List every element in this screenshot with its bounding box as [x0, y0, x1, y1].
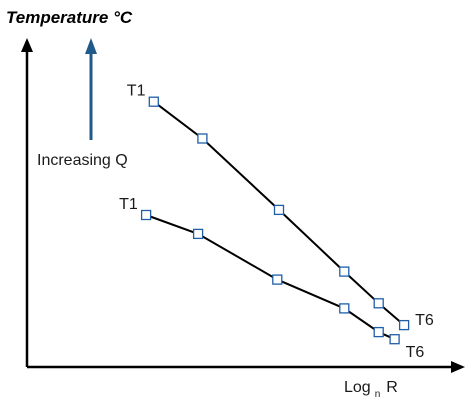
series-1: T1 T6: [127, 83, 434, 331]
series-2-end-label: T6: [406, 344, 425, 361]
series-2-point-4: [339, 303, 350, 314]
series-2-point-3: [272, 274, 283, 285]
axes: [21, 38, 465, 373]
y-axis-label: Temperature °C: [6, 8, 133, 27]
series-2-point-6: [389, 334, 400, 345]
series-2-point-5: [373, 326, 384, 338]
x-axis-label-tail: R: [386, 379, 398, 396]
series-1-point-6: [398, 319, 410, 331]
series-2-start-label: T1: [119, 196, 138, 213]
series-1-point-2: [197, 133, 208, 144]
x-axis-arrowhead: [451, 361, 465, 373]
increasing-q-label: Increasing Q: [37, 152, 128, 169]
series-1-start-label: T1: [127, 83, 146, 100]
increasing-q-arrow-head: [85, 38, 97, 54]
series-2: T1 T6: [119, 196, 424, 361]
series-2-line: [145, 214, 396, 341]
x-axis-label-subscript: n: [375, 389, 381, 400]
series-1-point-5: [373, 298, 384, 309]
x-axis-label-main: Log: [344, 379, 371, 396]
series-2-point-1: [140, 209, 152, 221]
series-1-point-4: [339, 266, 350, 277]
x-axis-label: Log n R: [344, 379, 398, 400]
series-2-point-2: [192, 228, 204, 240]
series-1-end-label: T6: [415, 312, 434, 329]
series-layer: T1 T6 T1 T6: [119, 83, 434, 362]
y-axis-arrowhead: [21, 38, 33, 52]
increasing-q-arrow: [85, 38, 97, 140]
series-1-point-3: [273, 204, 285, 216]
series-1-point-1: [148, 96, 159, 107]
